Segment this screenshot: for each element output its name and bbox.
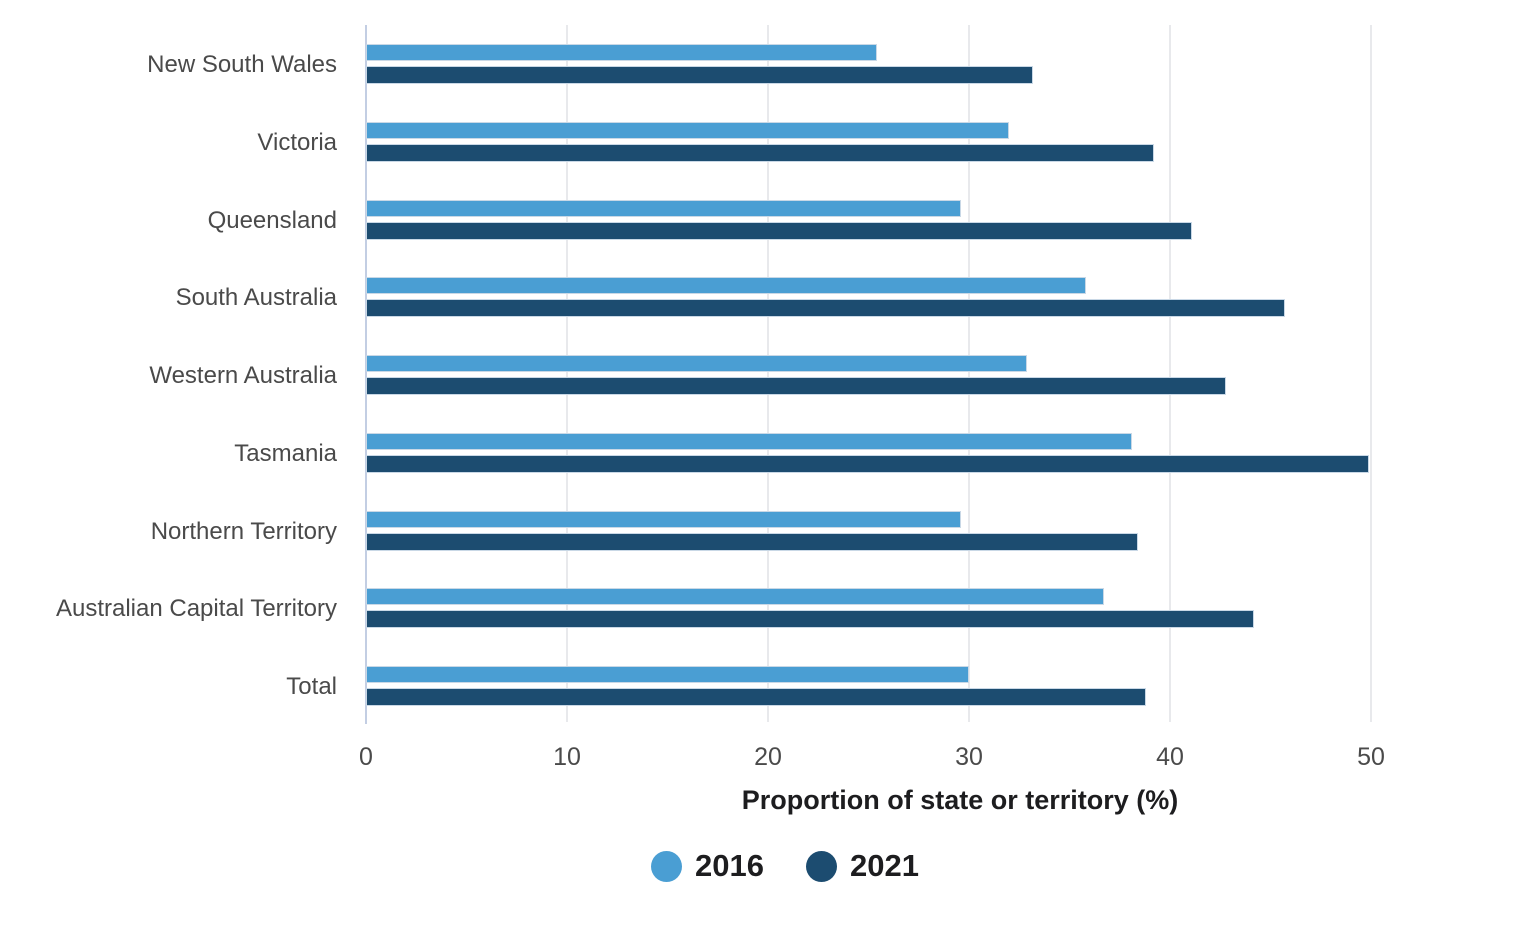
category-label-queensland: Queensland [207,206,337,234]
legend: 2016 2021 [0,849,1536,883]
x-tick-label-0: 0 [359,743,373,771]
bar-2021-queensland[interactable] [366,221,1193,240]
category-label-australian-capital-territory: Australian Capital Territory [55,595,337,623]
x-tick-label-30: 30 [955,743,983,771]
bar-2016-northern-territory[interactable] [366,510,961,528]
x-tick-label-20: 20 [754,743,782,771]
bar-2016-south-australia[interactable] [366,277,1086,295]
category-label-south-australia: South Australia [175,284,337,312]
y-axis-line [365,25,367,724]
category-label-victoria: Victoria [257,128,337,156]
bar-2021-total[interactable] [366,688,1146,706]
bar-2016-australian-capital-territory[interactable] [366,588,1104,606]
x-axis-title: Proportion of state or territory (%) [741,785,1179,815]
legend-2021-circle-icon [806,850,837,882]
bar-2021-tasmania[interactable] [366,454,1369,473]
bar-2021-northern-territory[interactable] [366,532,1138,551]
category-label-northern-territory: Northern Territory [150,517,337,545]
bar-2016-tasmania[interactable] [366,432,1132,450]
category-label-western-australia: Western Australia [149,362,337,389]
legend-item-2021[interactable]: 2021 [806,849,919,883]
bar-2021-victoria[interactable] [366,143,1154,162]
legend-label-2021: 2021 [850,848,919,883]
x-tick-label-40: 40 [1156,743,1184,771]
gridline-10 [566,25,568,722]
legend-label-2016: 2016 [695,848,764,883]
bar-2021-south-australia[interactable] [366,299,1285,318]
bar-2021-western-australia[interactable] [366,377,1227,395]
gridline-40 [1169,25,1171,722]
gridline-20 [767,25,769,722]
bar-2016-queensland[interactable] [366,199,961,217]
bar-2021-australian-capital-territory[interactable] [366,610,1255,629]
bar-2016-victoria[interactable] [366,121,1010,139]
x-tick-label-50: 50 [1357,743,1385,771]
gridline-30 [968,25,970,722]
bar-2016-western-australia[interactable] [366,355,1028,372]
legend-2016-circle-icon [651,850,683,882]
category-label-new-south-wales: New South Wales [147,51,337,78]
bar-2016-total[interactable] [366,666,969,683]
gridline-50 [1370,25,1372,722]
bar-2021-new-south-wales[interactable] [366,66,1034,84]
bar-2016-new-south-wales[interactable] [366,44,877,61]
category-label-total: Total [286,673,337,700]
legend-item-2016[interactable]: 2016 [651,849,764,883]
x-tick-label-10: 10 [553,743,581,771]
category-label-tasmania: Tasmania [234,439,337,467]
